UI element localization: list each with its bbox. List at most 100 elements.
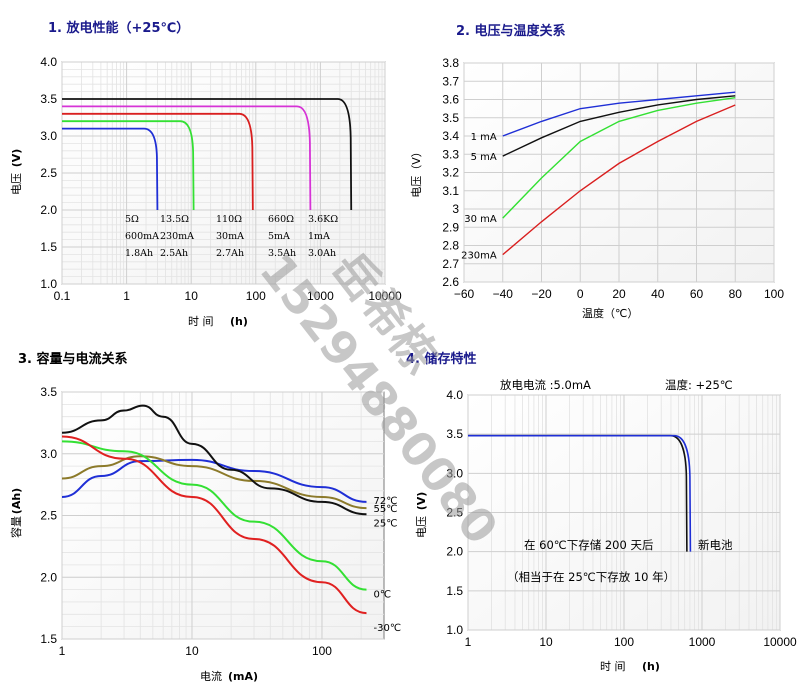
y-tick-label: 2.5 — [40, 509, 57, 523]
series-line — [61, 435, 367, 615]
chart2-gridlines — [463, 62, 775, 283]
y-tick-label: 2.5 — [446, 506, 463, 520]
chart4-x-label-unit: (h) — [642, 660, 660, 673]
x-tick-label: 100 — [614, 635, 634, 649]
y-tick-label: 3.5 — [446, 427, 463, 441]
y-tick-label: 3.0 — [40, 447, 57, 461]
y-tick-label: 2.0 — [40, 203, 57, 217]
y-tick-label: 1.0 — [40, 277, 57, 291]
chart4-x-ticks: 1 10 100 1000 10000 — [465, 635, 797, 649]
x-tick-label: 100 — [764, 287, 784, 301]
chart4-gridlines — [467, 394, 781, 631]
x-tick-label: 60 — [690, 287, 704, 301]
y-tick-label: 3.3 — [442, 147, 459, 161]
y-tick-label: 3.5 — [40, 385, 57, 399]
chart3-gridlines — [61, 391, 384, 640]
y-tick-label: 3.4 — [442, 129, 459, 143]
series-label: 0℃ — [373, 590, 391, 601]
chart4-annotation-new: 新电池 — [698, 538, 733, 552]
chart2-title: 2. 电压与温度关系 — [456, 23, 566, 39]
chart4-y-label: 电压 (V) — [415, 492, 428, 538]
y-tick-label: 3.8 — [442, 56, 459, 70]
chart2-x-ticks: −60 −40 −20 0 20 40 60 80 100 — [454, 287, 785, 301]
x-tick-label: 100 — [312, 644, 332, 658]
chart1-annotations: 5Ω 600mA 1.8Ah 13.5Ω 230mA 2.5Ah 110Ω 30mA 2.7Ah… — [125, 214, 338, 259]
series-annotation: 600mA — [125, 231, 159, 242]
y-tick-label: 3.5 — [442, 111, 459, 125]
series-line — [502, 104, 736, 256]
series-label: 230mA — [461, 251, 497, 262]
chart2-series-labels: 1 mA 5 mA 30 mA 230mA — [461, 132, 497, 262]
series-label: 72℃ — [373, 496, 397, 507]
y-tick-label: 2.0 — [446, 545, 463, 559]
series-line — [61, 440, 367, 591]
chart3-x-label-cn: 电流 — [200, 669, 222, 683]
chart3-x-label-unit: (mA) — [228, 670, 258, 683]
chart1-y-label-cn: 电压 — [10, 173, 23, 195]
y-tick-label: 4.0 — [40, 55, 57, 69]
series-line — [62, 105, 312, 211]
y-tick-label: 2.6 — [442, 275, 459, 289]
y-tick-label: 3.5 — [40, 92, 57, 106]
x-tick-label: 1 — [123, 289, 130, 303]
y-tick-label: 3 — [452, 202, 459, 216]
series-label: 1 mA — [471, 132, 497, 143]
series-annotation: 3.0Ah — [308, 248, 336, 259]
x-tick-label: 40 — [651, 287, 665, 301]
chart4-annotation-stored: 在 60℃下存储 200 天后 — [524, 538, 653, 552]
series-label: -30℃ — [373, 623, 401, 634]
chart2-x-label: 温度（℃） — [582, 306, 638, 320]
x-tick-label: 1 — [59, 644, 66, 658]
chart3-x-ticks: 1 10 100 — [59, 644, 333, 658]
chart4-y-label-unit: (V) — [415, 492, 428, 511]
chart3-y-label: 容量 (Ah) — [9, 488, 23, 538]
chart4-header-temperature: 温度: +25℃ — [665, 378, 733, 392]
chart3-y-ticks: 1.5 2.0 2.5 3.0 3.5 — [40, 385, 57, 646]
x-tick-label: 10 — [185, 644, 199, 658]
chart3-series — [61, 404, 367, 615]
series-label: 25℃ — [373, 518, 397, 529]
chart2-y-ticks: 2.6 2.7 2.8 2.9 3 3.1 3.2 3.3 3.4 3.5 3.6 3.7 3.8 — [442, 56, 459, 289]
chart-capacity-vs-current: 3. 容量与电流关系 1.5 2.0 2.5 3.0 3.5 1 10 100 72℃55℃… — [9, 351, 401, 683]
series-annotation: 110Ω — [216, 214, 242, 225]
chart4-header-current: 放电电流 :5.0mA — [500, 378, 591, 392]
chart1-x-label-cn: 时 间 — [188, 315, 214, 328]
y-tick-label: 3.0 — [40, 129, 57, 143]
y-tick-label: 3.7 — [442, 74, 459, 88]
series-line — [502, 95, 736, 157]
chart3-series-labels: 72℃55℃ 25℃ 0℃ -30℃ — [373, 496, 401, 634]
y-tick-label: 3.1 — [442, 184, 459, 198]
x-tick-label: −60 — [454, 287, 475, 301]
series-annotation: 1.8Ah — [125, 248, 153, 259]
series-annotation: 13.5Ω — [160, 214, 189, 225]
y-tick-label: 2.0 — [40, 570, 57, 584]
chart3-title: 3. 容量与电流关系 — [18, 351, 128, 367]
series-line — [62, 112, 254, 211]
chart1-title: 1. 放电性能（+25℃） — [48, 20, 189, 36]
x-tick-label: −20 — [531, 287, 552, 301]
chart1-y-label: 电压 (V) — [10, 149, 23, 195]
series-line — [62, 127, 159, 211]
y-tick-label: 1.0 — [446, 623, 463, 637]
series-line — [502, 96, 736, 219]
series-line — [62, 120, 195, 211]
x-tick-label: 10 — [185, 289, 199, 303]
chart-storage-characteristics: 4. 储存特性 放电电流 :5.0mA 温度: +25℃ 1.0 1.5 2.0 2.… — [406, 351, 797, 673]
y-tick-label: 1.5 — [40, 632, 57, 646]
series-annotation: 30mA — [216, 231, 244, 242]
series-annotation: 1mA — [308, 231, 330, 242]
x-tick-label: 10000 — [763, 635, 797, 649]
x-tick-label: 0 — [577, 287, 584, 301]
series-label: 55℃ — [373, 504, 397, 515]
y-tick-label: 2.9 — [442, 220, 459, 234]
x-tick-label: 1000 — [307, 289, 334, 303]
chart2-series — [502, 91, 736, 256]
y-tick-label: 2.8 — [442, 239, 459, 253]
series-label: 5 mA — [471, 152, 497, 163]
series-line — [61, 455, 367, 510]
x-tick-label: 20 — [612, 287, 626, 301]
chart4-annotation-equivalent: （相当于在 25℃下存放 10 年） — [507, 570, 675, 584]
chart4-series — [468, 434, 692, 552]
x-tick-label: 1000 — [689, 635, 716, 649]
